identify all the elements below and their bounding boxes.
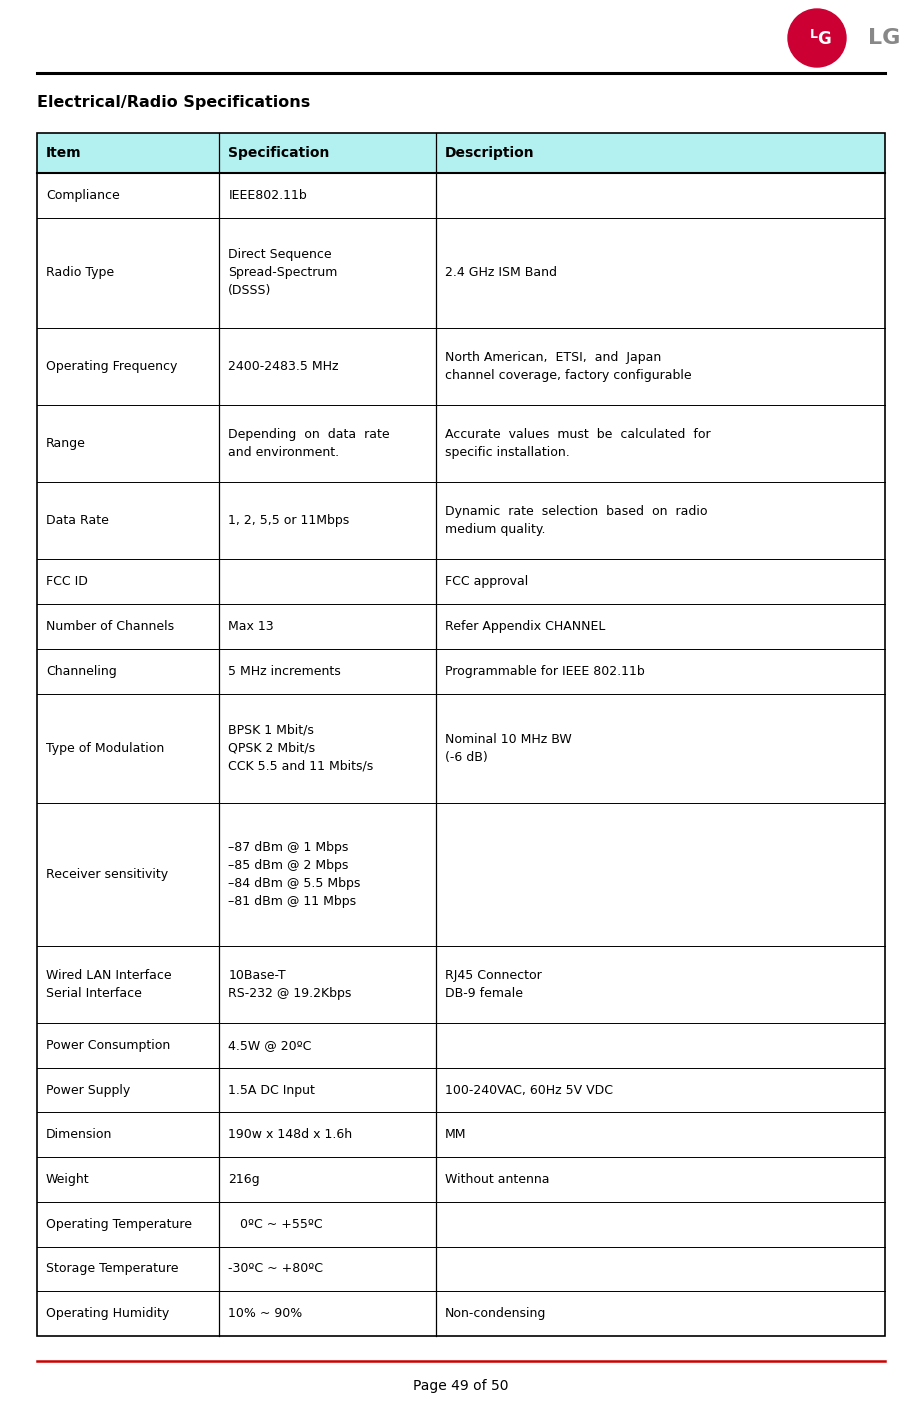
Text: Storage Temperature: Storage Temperature bbox=[46, 1263, 179, 1275]
Text: Electrical/Radio Specifications: Electrical/Radio Specifications bbox=[37, 95, 310, 110]
Text: RJ45 Connector
DB-9 female: RJ45 Connector DB-9 female bbox=[444, 969, 541, 1000]
Text: Operating Humidity: Operating Humidity bbox=[46, 1307, 170, 1321]
Text: Wired LAN Interface
Serial Interface: Wired LAN Interface Serial Interface bbox=[46, 969, 171, 1000]
Text: Page 49 of 50: Page 49 of 50 bbox=[413, 1379, 509, 1393]
Text: 10% ~ 90%: 10% ~ 90% bbox=[229, 1307, 302, 1321]
Text: Type of Modulation: Type of Modulation bbox=[46, 742, 164, 755]
Text: Compliance: Compliance bbox=[46, 189, 120, 202]
Text: Programmable for IEEE 802.11b: Programmable for IEEE 802.11b bbox=[444, 665, 644, 677]
Text: BPSK 1 Mbit/s
QPSK 2 Mbit/s
CCK 5.5 and 11 Mbits/s: BPSK 1 Mbit/s QPSK 2 Mbit/s CCK 5.5 and … bbox=[229, 724, 373, 773]
Text: Radio Type: Radio Type bbox=[46, 266, 114, 279]
Text: 1, 2, 5,5 or 11Mbps: 1, 2, 5,5 or 11Mbps bbox=[229, 515, 349, 527]
Text: 2400-2483.5 MHz: 2400-2483.5 MHz bbox=[229, 359, 338, 373]
Text: Depending  on  data  rate
and environment.: Depending on data rate and environment. bbox=[229, 428, 390, 460]
Text: Number of Channels: Number of Channels bbox=[46, 619, 174, 633]
Text: Power Consumption: Power Consumption bbox=[46, 1039, 171, 1052]
Text: Power Supply: Power Supply bbox=[46, 1083, 130, 1097]
Text: LG: LG bbox=[868, 28, 900, 48]
Text: Channeling: Channeling bbox=[46, 665, 117, 677]
Text: Range: Range bbox=[46, 437, 86, 450]
Text: MM: MM bbox=[444, 1128, 466, 1141]
Text: 10Base-T
RS-232 @ 19.2Kbps: 10Base-T RS-232 @ 19.2Kbps bbox=[229, 969, 351, 1000]
Text: Specification: Specification bbox=[229, 146, 330, 160]
Text: Operating Frequency: Operating Frequency bbox=[46, 359, 177, 373]
Text: –87 dBm @ 1 Mbps
–85 dBm @ 2 Mbps
–84 dBm @ 5.5 Mbps
–81 dBm @ 11 Mbps: –87 dBm @ 1 Mbps –85 dBm @ 2 Mbps –84 dB… bbox=[229, 841, 361, 908]
Text: G: G bbox=[817, 30, 831, 48]
Text: IEEE802.11b: IEEE802.11b bbox=[229, 189, 307, 202]
Text: Data Rate: Data Rate bbox=[46, 515, 109, 527]
Text: Weight: Weight bbox=[46, 1174, 89, 1186]
Text: -30ºC ~ +80ºC: -30ºC ~ +80ºC bbox=[229, 1263, 324, 1275]
Circle shape bbox=[788, 8, 846, 66]
Circle shape bbox=[793, 14, 841, 62]
Text: Operating Temperature: Operating Temperature bbox=[46, 1217, 192, 1230]
Text: 5 MHz increments: 5 MHz increments bbox=[229, 665, 341, 677]
Text: North American,  ETSI,  and  Japan
channel coverage, factory configurable: North American, ETSI, and Japan channel … bbox=[444, 351, 692, 382]
Text: 100-240VAC, 60Hz 5V VDC: 100-240VAC, 60Hz 5V VDC bbox=[444, 1083, 612, 1097]
Text: Nominal 10 MHz BW
(-6 dB): Nominal 10 MHz BW (-6 dB) bbox=[444, 732, 572, 764]
Text: Receiver sensitivity: Receiver sensitivity bbox=[46, 868, 168, 881]
Text: FCC ID: FCC ID bbox=[46, 575, 88, 588]
Text: Accurate  values  must  be  calculated  for
specific installation.: Accurate values must be calculated for s… bbox=[444, 428, 710, 460]
Text: Dimension: Dimension bbox=[46, 1128, 112, 1141]
Bar bbox=[37, 133, 885, 173]
Text: Non-condensing: Non-condensing bbox=[444, 1307, 546, 1321]
Bar bbox=[37, 133, 885, 1336]
Text: Max 13: Max 13 bbox=[229, 619, 274, 633]
Text: FCC approval: FCC approval bbox=[444, 575, 527, 588]
Text: Direct Sequence
Spread-Spectrum
(DSSS): Direct Sequence Spread-Spectrum (DSSS) bbox=[229, 247, 337, 297]
Text: Dynamic  rate  selection  based  on  radio
medium quality.: Dynamic rate selection based on radio me… bbox=[444, 505, 707, 536]
Text: 190w x 148d x 1.6h: 190w x 148d x 1.6h bbox=[229, 1128, 352, 1141]
Text: Item: Item bbox=[46, 146, 82, 160]
Text: Refer Appendix CHANNEL: Refer Appendix CHANNEL bbox=[444, 619, 605, 633]
Text: Without antenna: Without antenna bbox=[444, 1174, 550, 1186]
Text: 1.5A DC Input: 1.5A DC Input bbox=[229, 1083, 315, 1097]
Text: 0ºC ~ +55ºC: 0ºC ~ +55ºC bbox=[229, 1217, 323, 1230]
Text: L: L bbox=[810, 27, 818, 41]
Text: 216g: 216g bbox=[229, 1174, 260, 1186]
Text: 4.5W @ 20ºC: 4.5W @ 20ºC bbox=[229, 1039, 312, 1052]
Text: Description: Description bbox=[444, 146, 534, 160]
Text: 2.4 GHz ISM Band: 2.4 GHz ISM Band bbox=[444, 266, 557, 279]
